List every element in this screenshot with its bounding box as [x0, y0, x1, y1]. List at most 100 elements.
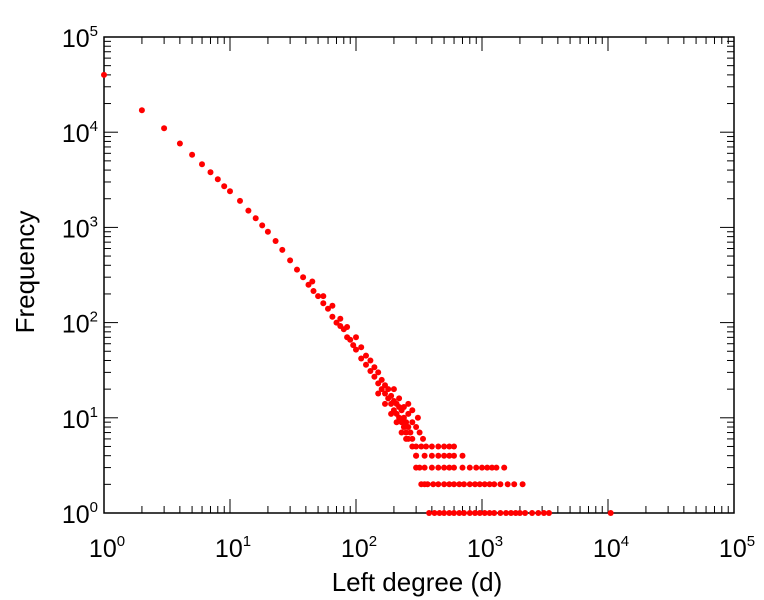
data-point	[493, 464, 500, 471]
data-point	[501, 464, 508, 471]
data-point	[441, 443, 448, 450]
plot-frame	[103, 36, 735, 514]
data-point	[476, 481, 483, 488]
data-point	[519, 481, 526, 488]
data-point	[472, 510, 478, 516]
data-point	[491, 481, 498, 488]
data-point	[396, 414, 403, 421]
data-point	[435, 464, 442, 471]
data-point	[413, 443, 420, 450]
data-point	[413, 452, 420, 459]
data-point	[435, 443, 442, 450]
data-point	[446, 452, 453, 459]
data-point	[476, 510, 483, 516]
data-point	[489, 464, 495, 471]
data-point	[486, 481, 493, 488]
data-point	[367, 357, 374, 364]
data-point	[473, 464, 480, 471]
data-point	[497, 481, 504, 488]
data-point	[199, 161, 205, 168]
y-tick-label: 100	[62, 499, 98, 529]
data-point	[403, 435, 410, 442]
data-point	[101, 71, 107, 78]
data-point	[441, 464, 448, 471]
data-point	[451, 452, 457, 459]
data-points	[101, 71, 614, 516]
data-point	[522, 510, 529, 516]
data-point	[176, 140, 183, 147]
data-point	[393, 419, 400, 426]
data-point	[451, 510, 457, 516]
data-point	[451, 481, 457, 488]
data-point	[315, 293, 322, 300]
data-point	[461, 510, 467, 516]
data-point	[405, 410, 412, 417]
data-point	[472, 481, 478, 488]
data-point	[382, 400, 388, 407]
data-point	[325, 305, 331, 312]
y-tick-label: 104	[62, 118, 98, 148]
y-tick-label: 103	[62, 213, 98, 243]
data-point	[441, 452, 448, 459]
data-point	[497, 510, 504, 516]
data-point	[428, 452, 435, 459]
data-point	[259, 222, 266, 229]
data-point	[508, 510, 514, 516]
data-point	[436, 510, 443, 516]
data-point	[344, 324, 351, 330]
data-point	[287, 257, 294, 264]
data-point	[363, 352, 369, 359]
data-point	[207, 169, 214, 176]
data-point	[382, 390, 388, 397]
data-point	[329, 302, 336, 309]
data-point	[446, 464, 453, 471]
data-point	[414, 414, 421, 421]
x-tick-label: 103	[467, 533, 503, 563]
data-point	[456, 510, 463, 516]
data-point	[400, 404, 407, 410]
data-point	[400, 424, 407, 430]
data-point	[428, 443, 435, 450]
data-point	[529, 510, 536, 516]
data-point	[511, 481, 518, 488]
data-point	[378, 376, 385, 383]
data-point	[396, 395, 403, 402]
data-point	[272, 238, 279, 244]
data-point	[428, 464, 435, 471]
data-point	[441, 481, 448, 488]
data-point	[607, 510, 614, 516]
data-point	[252, 215, 259, 222]
data-point	[481, 481, 488, 488]
data-point	[371, 364, 378, 371]
data-point	[221, 183, 228, 190]
data-point	[426, 510, 433, 516]
data-point	[161, 125, 168, 132]
data-point	[367, 368, 374, 374]
y-axis-label: Frequency	[10, 211, 40, 334]
data-point	[418, 481, 425, 488]
data-point	[466, 481, 473, 488]
data-point	[405, 400, 412, 407]
data-point	[451, 464, 457, 471]
data-point	[451, 443, 457, 450]
data-point	[484, 464, 491, 471]
data-point	[398, 429, 405, 436]
data-point	[504, 481, 511, 488]
data-point	[466, 464, 473, 471]
data-point	[320, 293, 327, 300]
x-tick-label: 101	[215, 533, 251, 563]
data-point	[420, 435, 426, 442]
data-point	[459, 464, 466, 471]
y-tick-label: 101	[62, 404, 98, 434]
minor-ticks	[103, 36, 735, 514]
y-tick-label: 102	[62, 309, 98, 339]
x-tick-label: 104	[593, 533, 629, 563]
data-point	[403, 429, 410, 436]
data-point	[413, 424, 420, 430]
data-point	[413, 464, 420, 471]
data-point	[329, 313, 336, 320]
data-point	[446, 510, 453, 516]
data-point	[430, 481, 437, 488]
data-point	[245, 207, 252, 214]
